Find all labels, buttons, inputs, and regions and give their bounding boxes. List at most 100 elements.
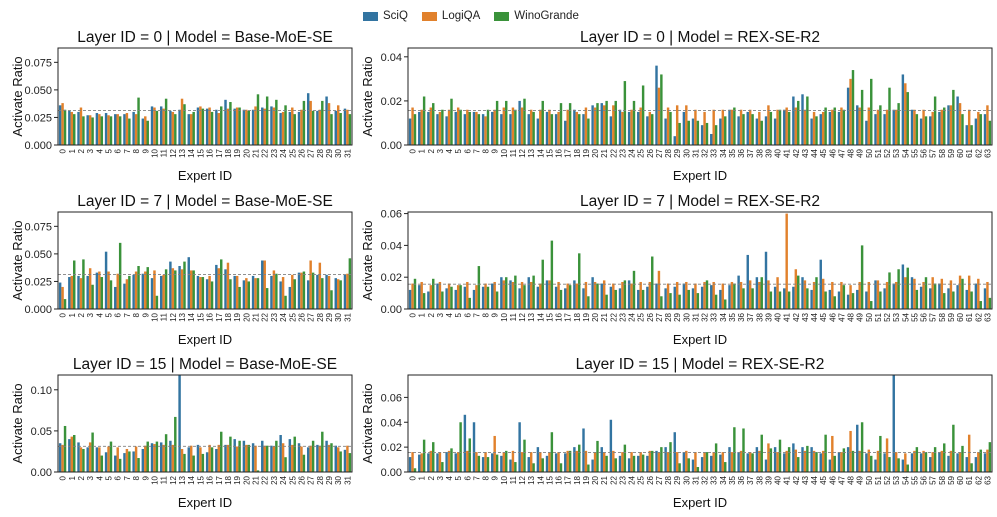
bar-logiqa-expert-48 xyxy=(849,285,852,309)
bar-logiqa-expert-39 xyxy=(767,280,770,309)
bar-sciq-expert-62 xyxy=(974,118,978,145)
bar-sciq-expert-8 xyxy=(481,286,485,309)
x-tick-label: 26 xyxy=(297,475,306,484)
bar-winogrande-expert-62 xyxy=(979,114,982,145)
bar-winogrande-expert-57 xyxy=(933,283,937,309)
bar-logiqa-expert-6 xyxy=(466,281,469,309)
bar-logiqa-expert-3 xyxy=(438,281,442,309)
bar-logiqa-expert-36 xyxy=(739,281,743,309)
bar-logiqa-expert-21 xyxy=(254,106,257,145)
bar-sciq-expert-19 xyxy=(233,439,236,472)
bar-sciq-expert-50 xyxy=(865,291,868,309)
x-tick-label: 4 xyxy=(445,312,454,317)
bar-winogrande-expert-46 xyxy=(833,296,836,309)
bar-winogrande-expert-23 xyxy=(275,440,278,472)
bar-logiqa-expert-14 xyxy=(539,283,542,309)
x-tick-label: 22 xyxy=(261,475,270,484)
bar-sciq-expert-60 xyxy=(956,453,959,472)
bar-logiqa-expert-15 xyxy=(199,447,202,472)
x-tick-label: 30 xyxy=(682,312,691,321)
bar-logiqa-expert-55 xyxy=(913,450,916,472)
x-tick-label: 43 xyxy=(801,312,810,321)
x-tick-label: 53 xyxy=(892,148,901,157)
bar-logiqa-expert-12 xyxy=(520,452,524,472)
x-tick-label: 24 xyxy=(628,475,637,484)
x-tick-label: 25 xyxy=(288,312,297,321)
bar-sciq-expert-18 xyxy=(573,280,576,309)
bar-winogrande-expert-50 xyxy=(870,301,873,309)
bar-winogrande-expert-22 xyxy=(265,288,269,309)
bar-winogrande-expert-54 xyxy=(906,92,909,145)
bar-logiqa-expert-19 xyxy=(235,446,239,472)
bar-winogrande-expert-17 xyxy=(568,103,572,145)
bar-logiqa-expert-21 xyxy=(602,105,606,145)
x-tick-label: 7 xyxy=(123,312,132,317)
x-tick-label: 13 xyxy=(527,475,536,484)
bar-logiqa-expert-45 xyxy=(821,111,825,145)
bar-sciq-expert-34 xyxy=(719,454,722,472)
bar-sciq-expert-0 xyxy=(408,118,412,145)
x-tick-label: 29 xyxy=(673,475,682,484)
chart-title: Layer ID = 7 | Model = Base-MoE-SE xyxy=(77,193,333,210)
bar-sciq-expert-7 xyxy=(123,114,126,145)
bar-winogrande-expert-28 xyxy=(321,100,324,145)
bar-logiqa-expert-7 xyxy=(475,452,478,472)
bar-winogrande-expert-15 xyxy=(201,108,205,145)
bar-logiqa-expert-37 xyxy=(748,280,752,309)
bar-sciq-expert-27 xyxy=(306,447,310,472)
bar-logiqa-expert-13 xyxy=(529,109,533,145)
bar-logiqa-expert-5 xyxy=(456,285,460,309)
x-tick-label: 57 xyxy=(929,475,938,484)
bar-winogrande-expert-57 xyxy=(933,96,937,145)
bar-sciq-expert-48 xyxy=(846,87,850,145)
bar-logiqa-expert-20 xyxy=(593,107,597,145)
legend-swatch-winogrande xyxy=(494,11,510,21)
bar-winogrande-expert-8 xyxy=(137,266,140,309)
bar-sciq-expert-61 xyxy=(965,457,968,472)
x-axis-label: Expert ID xyxy=(178,495,232,510)
bar-logiqa-expert-19 xyxy=(235,275,239,309)
y-axis-label: Activate Ratio xyxy=(10,220,25,300)
bar-sciq-expert-27 xyxy=(655,65,658,145)
y-tick-label: 0.02 xyxy=(381,272,402,284)
bar-logiqa-expert-3 xyxy=(88,268,92,309)
bar-winogrande-expert-2 xyxy=(432,103,435,145)
bar-logiqa-expert-49 xyxy=(858,107,861,145)
x-tick-label: 12 xyxy=(518,312,527,321)
bar-winogrande-expert-5 xyxy=(109,441,113,472)
bar-winogrande-expert-30 xyxy=(339,451,342,472)
bar-logiqa-expert-24 xyxy=(281,277,285,309)
x-tick-label: 60 xyxy=(956,475,965,484)
bar-winogrande-expert-6 xyxy=(468,438,471,472)
bar-logiqa-expert-62 xyxy=(977,111,980,145)
bar-logiqa-expert-21 xyxy=(602,452,606,472)
bar-winogrande-expert-52 xyxy=(888,457,891,472)
bar-sciq-expert-23 xyxy=(618,288,622,309)
bar-sciq-expert-20 xyxy=(242,280,246,309)
x-tick-label: 18 xyxy=(224,148,233,157)
bar-winogrande-expert-37 xyxy=(751,114,754,145)
bar-sciq-expert-24 xyxy=(279,435,282,472)
bar-sciq-expert-25 xyxy=(637,111,640,145)
bar-sciq-expert-20 xyxy=(591,459,594,472)
bar-winogrande-expert-20 xyxy=(596,103,599,145)
bar-sciq-expert-53 xyxy=(892,109,895,145)
x-tick-label: 57 xyxy=(929,312,938,321)
bar-winogrande-expert-5 xyxy=(109,116,113,145)
bar-winogrande-expert-15 xyxy=(550,240,554,309)
bar-sciq-expert-28 xyxy=(316,110,319,145)
x-tick-label: 40 xyxy=(774,475,783,484)
x-tick-label: 61 xyxy=(965,475,974,484)
bar-sciq-expert-36 xyxy=(737,116,740,145)
bar-logiqa-expert-18 xyxy=(226,108,230,145)
bar-logiqa-expert-16 xyxy=(557,452,560,472)
x-tick-label: 7 xyxy=(123,475,132,480)
bar-winogrande-expert-30 xyxy=(687,289,690,309)
bar-winogrande-expert-56 xyxy=(924,277,928,309)
x-tick-label: 23 xyxy=(618,148,627,157)
bar-sciq-expert-29 xyxy=(325,440,328,472)
x-tick-label: 53 xyxy=(892,475,901,484)
bar-logiqa-expert-20 xyxy=(245,109,248,145)
bar-sciq-expert-12 xyxy=(169,440,172,472)
bar-sciq-expert-5 xyxy=(104,113,108,145)
